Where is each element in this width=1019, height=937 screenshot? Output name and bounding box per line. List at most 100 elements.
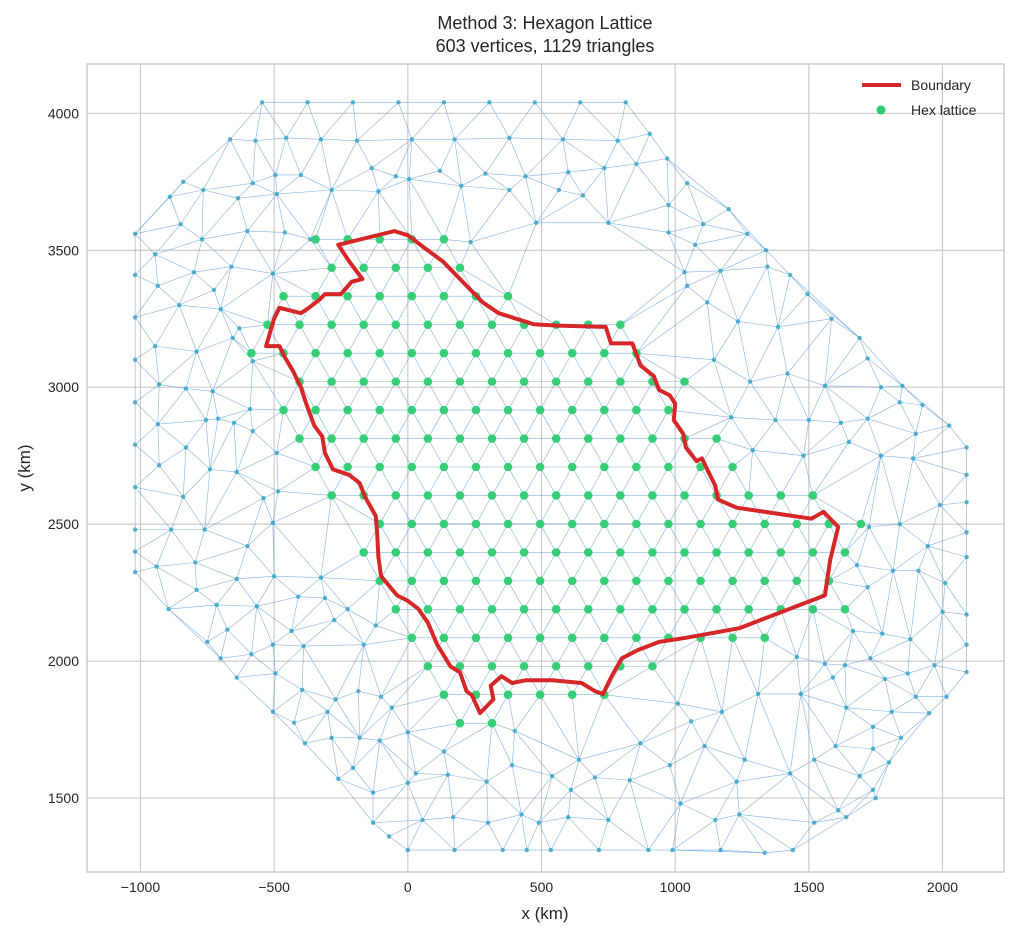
mesh-edge [555, 580, 573, 610]
mesh-edge [882, 570, 894, 634]
mesh-edge [620, 353, 637, 382]
hex-lattice-point [359, 263, 369, 273]
mesh-edge [470, 241, 509, 297]
mesh-edge [617, 140, 637, 165]
mesh-edge [552, 759, 580, 777]
mesh-edge [179, 289, 215, 306]
mesh-edge [620, 637, 637, 667]
mesh-vertex [420, 817, 425, 823]
mesh-edge [764, 523, 782, 553]
mesh-edge [668, 523, 685, 553]
mesh-edge [507, 353, 525, 382]
mesh-edge [828, 580, 868, 588]
mesh-edge [204, 497, 264, 530]
mesh-edge [291, 597, 326, 632]
mesh-edge [891, 711, 930, 714]
mesh-edge [571, 666, 589, 695]
mesh-edge [299, 324, 316, 354]
mesh-edge [891, 696, 916, 713]
mesh-edge [694, 224, 704, 245]
mesh-edge [568, 167, 605, 173]
mesh-vertex [830, 675, 836, 680]
mesh-vertex [549, 773, 555, 779]
mesh-vertex [898, 735, 904, 740]
mesh-edge [320, 139, 358, 141]
hex-lattice-point [455, 377, 465, 386]
mesh-edge [757, 693, 791, 774]
mesh-edge [720, 266, 768, 272]
mesh-vertex [878, 453, 884, 458]
mesh-edge [135, 304, 180, 318]
y-tick-label: 3000 [48, 379, 79, 395]
mesh-edge [363, 353, 381, 382]
mesh-edge [684, 270, 721, 273]
mesh-edge [388, 836, 408, 851]
mesh-edge [334, 608, 348, 621]
mesh-edge [796, 495, 814, 525]
mesh-edge [668, 182, 688, 206]
mesh-edge [427, 552, 445, 582]
mesh-edge [443, 722, 493, 752]
mesh-edge [588, 495, 605, 525]
mesh-edge [134, 274, 158, 287]
mesh-edge [486, 723, 493, 782]
mesh-edge [447, 774, 454, 818]
mesh-vertex [132, 272, 138, 278]
mesh-vertex [735, 319, 741, 324]
mesh-vertex [684, 283, 690, 289]
hex-lattice-point [471, 348, 481, 358]
mesh-vertex [270, 520, 276, 525]
mesh-edge [668, 409, 732, 418]
mesh-edge [327, 711, 332, 738]
mesh-vertex [215, 416, 221, 421]
mesh-edge [848, 418, 868, 443]
mesh-vertex [361, 642, 366, 647]
mesh-edge [796, 609, 814, 658]
mesh-edge [134, 465, 160, 488]
mesh-edge [912, 425, 950, 459]
mesh-edge [939, 501, 967, 506]
mesh-edge [443, 751, 487, 782]
mesh-edge [216, 578, 237, 606]
mesh-edge [608, 163, 637, 223]
mesh-edge [588, 523, 605, 553]
hex-lattice-point [519, 605, 529, 614]
mesh-edge [256, 606, 292, 632]
mesh-edge [252, 409, 284, 432]
mesh-edge [395, 552, 413, 582]
mesh-edge [491, 609, 509, 638]
mesh-edge [636, 609, 653, 638]
mesh-edge [372, 740, 381, 793]
mesh-vertex [156, 382, 162, 387]
mesh-edge [154, 224, 181, 255]
mesh-edge [832, 677, 847, 708]
mesh-vertex [167, 194, 173, 200]
mesh-edge [636, 523, 653, 553]
mesh-vertex [132, 231, 138, 237]
mesh-edge [250, 408, 284, 411]
mesh-vertex [889, 709, 894, 714]
mesh-vertex [920, 402, 925, 408]
mesh-edge [252, 360, 300, 382]
mesh-vertex [890, 568, 896, 573]
mesh-edge [252, 430, 278, 454]
mesh-edge [867, 418, 916, 435]
mesh-edge [912, 458, 941, 506]
mesh-edge [713, 359, 732, 418]
mesh-vertex [452, 137, 457, 142]
mesh-edge [796, 580, 814, 610]
mesh-edge [571, 409, 589, 439]
mesh-edge [422, 816, 454, 821]
mesh-edge [168, 608, 221, 659]
mesh-edge [272, 522, 322, 578]
mesh-vertex [556, 187, 562, 193]
mesh-edge [907, 673, 917, 697]
mesh-edge [168, 608, 208, 643]
mesh-edge [134, 486, 172, 530]
mesh-edge [347, 409, 364, 439]
mesh-edge [352, 740, 380, 769]
mesh-edge [539, 466, 557, 496]
mesh-edge [640, 703, 679, 744]
mesh-vertex [291, 720, 297, 725]
